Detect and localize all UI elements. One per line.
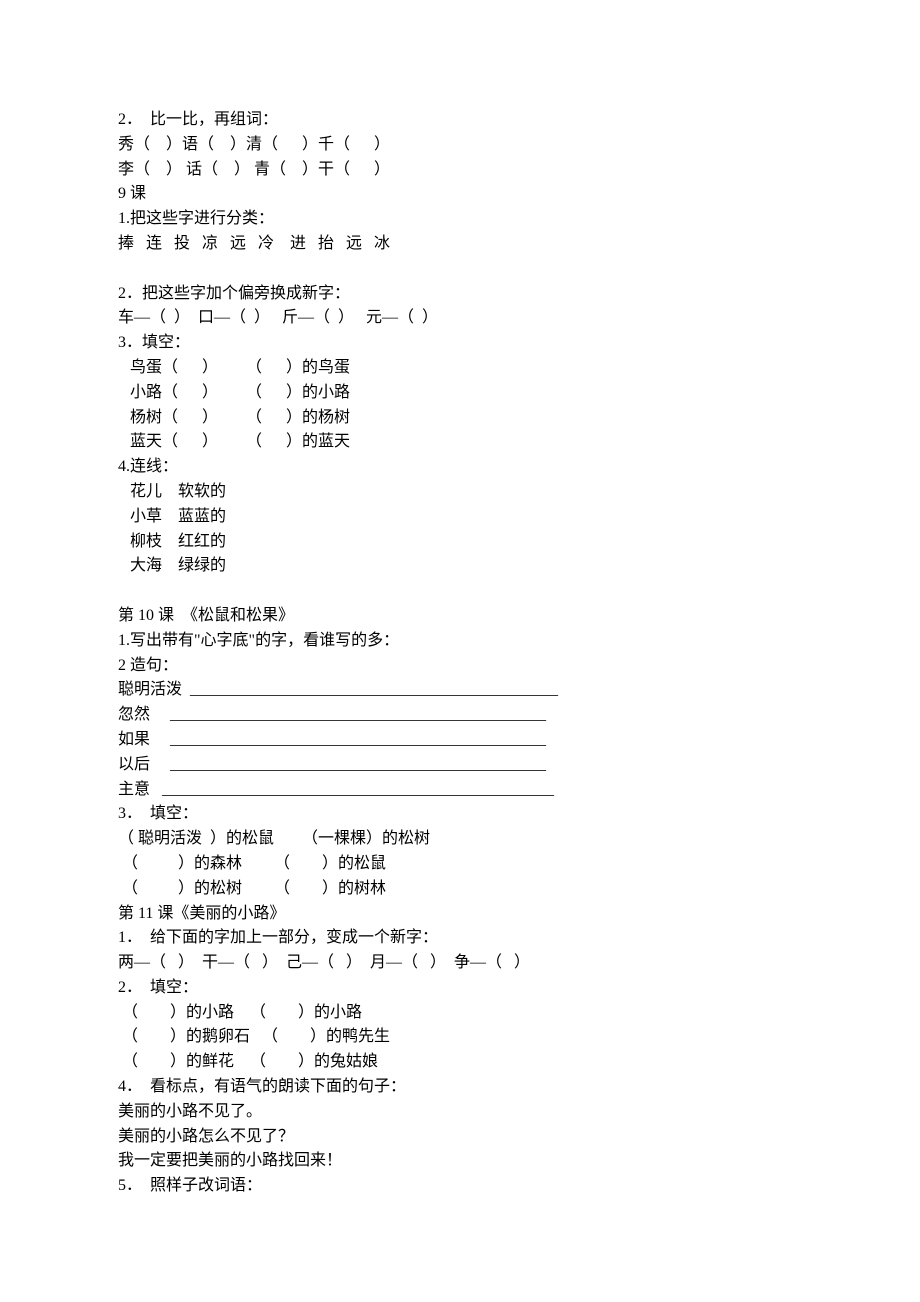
document-page: 2． 比一比，再组词： 秀（ ）语（ ）清（ ）千（ ） 李（ ） 话（ ） 青… (0, 0, 920, 1259)
lesson-11-q1-row: 两—（ ） 干—（ ） 己—（ ） 月—（ ） 争—（ ） (118, 951, 802, 976)
lesson-11-q2-r3: （ ）的鲜花 （ ）的兔姑娘 (118, 1050, 802, 1075)
blank-line (118, 257, 802, 282)
lesson-10-q1: 1.写出带有"心字底"的字，看谁写的多： (118, 629, 802, 654)
lesson-9-q3-r4: 蓝天（ ） （ ）的蓝天 (118, 430, 802, 455)
lesson-11-q4-r1: 美丽的小路不见了。 (118, 1100, 802, 1125)
lesson-9-q3-r2: 小路（ ） （ ）的小路 (118, 381, 802, 406)
lesson-9-q4-r2: 小草 蓝蓝的 (118, 505, 802, 530)
lesson-11-q5: 5． 照样子改词语： (118, 1174, 802, 1199)
lesson-9-q1-title: 1.把这些字进行分类： (118, 207, 802, 232)
lesson-9-q2-title: 2．把这些字加个偏旁换成新字： (118, 282, 802, 307)
lesson-9-q2-row: 车—（ ） 口—（ ） 斤—（ ） 元—（ ） (118, 306, 802, 331)
lesson-10-q3-title: 3． 填空： (118, 802, 802, 827)
lesson-9-q4-r4: 大海 绿绿的 (118, 554, 802, 579)
lesson-10-q3-r2: （ ）的森林 （ ）的松鼠 (118, 852, 802, 877)
lesson-10-q2-r3: 如果 _____________________________________… (118, 728, 802, 753)
lesson-11-q2-r1: （ ）的小路 （ ）的小路 (118, 1001, 802, 1026)
lesson-9-q4-r3: 柳枝 红红的 (118, 530, 802, 555)
lesson-11-q2-title: 2． 填空： (118, 976, 802, 1001)
lesson-10-q3-r3: （ ）的松树 （ ）的树林 (118, 877, 802, 902)
lesson-10-q2-r1: 聪明活泼 ___________________________________… (118, 678, 802, 703)
lesson-10-q2-title: 2 造句： (118, 654, 802, 679)
section-2-title: 2． 比一比，再组词： (118, 108, 802, 133)
lesson-11-header: 第 11 课《美丽的小路》 (118, 902, 802, 927)
lesson-9-q4-r1: 花儿 软软的 (118, 480, 802, 505)
lesson-11-q4-r2: 美丽的小路怎么不见了？ (118, 1125, 802, 1150)
lesson-9-header: 9 课 (118, 182, 802, 207)
lesson-10-q2-r4: 以后 _____________________________________… (118, 753, 802, 778)
lesson-10-header: 第 10 课 《松鼠和松果》 (118, 604, 802, 629)
lesson-11-q2-r2: （ ）的鹅卵石 （ ）的鸭先生 (118, 1025, 802, 1050)
lesson-10-q3-r1: （ 聪明活泼 ）的松鼠 （一棵棵）的松树 (118, 827, 802, 852)
lesson-9-q4-title: 4.连线： (118, 455, 802, 480)
lesson-10-q2-r5: 主意 _____________________________________… (118, 778, 802, 803)
section-2-row-2: 李（ ） 话（ ） 青（ ）干（ ） (118, 158, 802, 183)
lesson-11-q4-title: 4． 看标点，有语气的朗读下面的句子： (118, 1075, 802, 1100)
lesson-9-q1-chars: 捧 连 投 凉 远 冷 进 抬 远 冰 (118, 232, 802, 257)
lesson-11-q1-title: 1． 给下面的字加上一部分，变成一个新字： (118, 926, 802, 951)
lesson-9-q3-r1: 鸟蛋（ ） （ ）的鸟蛋 (118, 356, 802, 381)
blank-line (118, 579, 802, 604)
lesson-10-q2-r2: 忽然 _____________________________________… (118, 703, 802, 728)
section-2-row-1: 秀（ ）语（ ）清（ ）千（ ） (118, 133, 802, 158)
lesson-11-q4-r3: 我一定要把美丽的小路找回来！ (118, 1149, 802, 1174)
lesson-9-q3-r3: 杨树（ ） （ ）的杨树 (118, 406, 802, 431)
lesson-9-q3-title: 3．填空： (118, 331, 802, 356)
